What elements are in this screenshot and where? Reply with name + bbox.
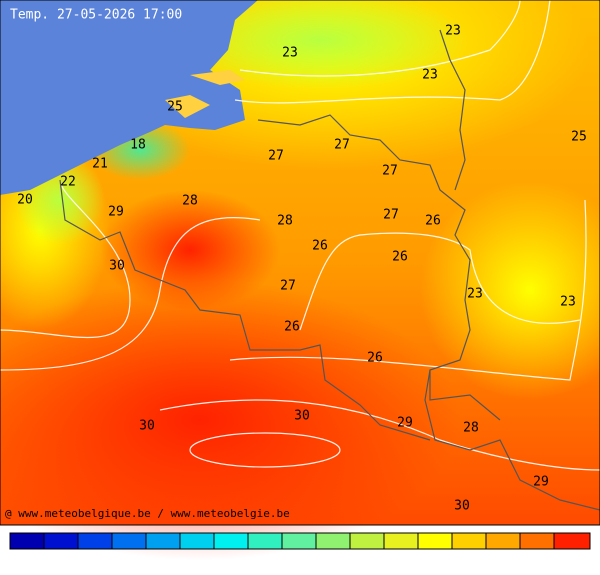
contour-label: 25: [167, 100, 183, 115]
map-title: Temp. 27-05-2026 17:00: [10, 8, 182, 23]
contour-label: 28: [182, 194, 198, 209]
contour-label: 28: [463, 421, 479, 436]
scale-swatch: [316, 533, 350, 549]
scale-swatch: [78, 533, 112, 549]
scale-swatch: [452, 533, 486, 549]
scale-swatch: [112, 533, 146, 549]
island: [165, 70, 245, 118]
contour-label: 25: [571, 130, 587, 145]
scale-swatch: [10, 533, 44, 549]
contour-label: 26: [312, 239, 328, 254]
contour-label: 23: [560, 295, 576, 310]
map-frame: [0, 0, 600, 526]
scale-swatch: [146, 533, 180, 549]
contour-label: 26: [425, 214, 441, 229]
scale-swatch: [520, 533, 554, 549]
contour-label: 23: [445, 24, 461, 39]
contour-line: [229, 199, 587, 381]
country-border: [59, 179, 431, 441]
contour-label: 30: [454, 499, 470, 514]
contour-label: 30: [109, 259, 125, 274]
contour-label: 26: [367, 351, 383, 366]
scale-swatch: [214, 533, 248, 549]
sea: [0, 0, 258, 195]
contour-label: 27: [280, 279, 296, 294]
hot-area: [100, 190, 280, 310]
contour-label: 18: [130, 138, 146, 153]
scale-swatch: [418, 533, 452, 549]
label-layer: 23 23 23 25 25 18 21 22 20 29 28 28 27 27 27 27 27 26 26 26…: [17, 24, 587, 514]
contour-label: 23: [282, 46, 298, 61]
contour-label: 28: [277, 214, 293, 229]
contour-line: [0, 179, 131, 339]
scale-swatch: [350, 533, 384, 549]
color-scale: [9, 532, 591, 550]
contour-label: 20: [17, 193, 33, 208]
mild-area: [170, 0, 470, 90]
scale-swatch: [486, 533, 520, 549]
contour-label: 23: [467, 287, 483, 302]
country-border: [429, 29, 501, 421]
contour-label: 26: [392, 250, 408, 265]
contour-label: 27: [268, 149, 284, 164]
scale-swatch: [248, 533, 282, 549]
contour-label: 27: [382, 164, 398, 179]
contour-label: 27: [383, 208, 399, 223]
contour-line: [159, 399, 600, 471]
scale-outline: [9, 532, 591, 550]
map: [0, 0, 600, 560]
hot-area: [0, 280, 460, 560]
contour-line: [189, 432, 341, 468]
contour-label: 29: [108, 205, 124, 220]
contour-line: [0, 216, 261, 371]
contour-label: 23: [422, 68, 438, 83]
country-border: [257, 114, 600, 511]
contour-label: 29: [397, 416, 413, 431]
contour-line: [234, 0, 551, 104]
scale-swatch: [384, 533, 418, 549]
scale-swatch: [554, 533, 590, 549]
contour-label: 27: [334, 138, 350, 153]
contour-label: 26: [284, 320, 300, 335]
contour-line: [239, 0, 521, 77]
contour-label: 30: [139, 419, 155, 434]
scale-swatch: [44, 533, 78, 549]
contour-label: 30: [294, 409, 310, 424]
scale-swatch: [180, 533, 214, 549]
contour-label: 22: [60, 175, 76, 190]
contour-label: 29: [533, 475, 549, 490]
contour-line: [299, 232, 581, 331]
scale-swatch: [282, 533, 316, 549]
footer-credit: @ www.meteobelgique.be / www.meteobelgie…: [5, 507, 290, 520]
contour-label: 21: [92, 157, 108, 172]
